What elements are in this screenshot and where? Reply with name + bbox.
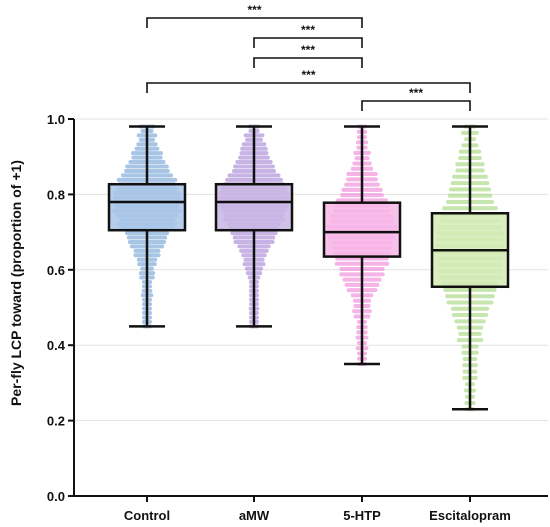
y-tick-label: 0.8: [47, 187, 65, 202]
significance-bracket: [253, 57, 363, 68]
significance-bracket: [146, 17, 363, 28]
box-fill: [216, 184, 292, 231]
significance-label: ***: [301, 23, 315, 37]
box-fill: [324, 202, 400, 257]
x-category-label: 5-HTP: [343, 508, 381, 523]
significance-bracket: [361, 100, 471, 111]
y-axis-title: Per-fly LCP toward (proportion of +1): [8, 160, 24, 406]
significance-label: ***: [301, 68, 315, 82]
y-tick-label: 0.4: [47, 338, 66, 353]
x-axis-categories: Control aMW 5-HTP Escitalopram: [124, 508, 511, 523]
y-tick-label: 0.2: [47, 414, 65, 429]
y-tick-label: 0.6: [47, 263, 65, 278]
significance-label: ***: [301, 43, 315, 57]
box-fill: [109, 184, 185, 231]
significance-label: ***: [409, 86, 423, 100]
y-tick-label: 0.0: [47, 489, 65, 504]
significance-bracket: [253, 37, 363, 48]
x-category-label: aMW: [239, 508, 270, 523]
x-category-label: Control: [124, 508, 170, 523]
y-tick-label: 1.0: [47, 112, 65, 127]
significance-brackets: *** *** *** *** ***: [146, 3, 471, 111]
x-category-label: Escitalopram: [429, 508, 511, 523]
boxes: [107, 125, 510, 411]
y-axis: 0.0 0.2 0.4 0.6 0.8 1.0: [47, 112, 548, 504]
significance-bracket: [146, 82, 471, 93]
significance-label: ***: [247, 3, 261, 17]
